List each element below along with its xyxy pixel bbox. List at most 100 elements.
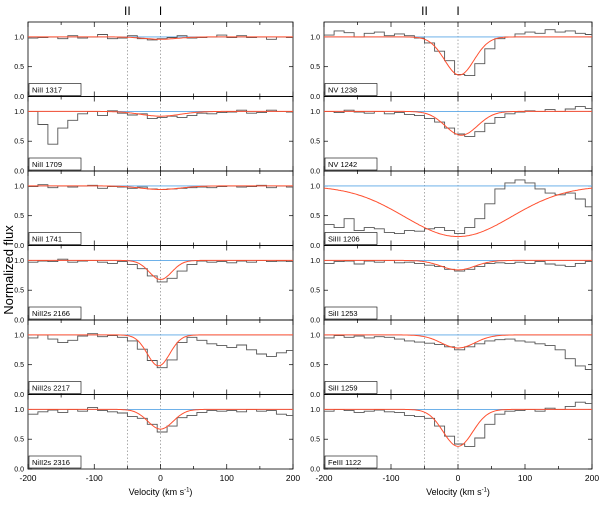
right-xtick-label: 200 xyxy=(585,473,599,483)
right-panel-5-ion-label: FeIII 1122 xyxy=(328,458,361,467)
plots-layer: 0.0 0.5 1.0 NiII 1317 0.0 0.5 1.0 NiII 1709 0.0 0… xyxy=(14,4,599,497)
right-panel-3-label-box xyxy=(324,306,378,320)
left-panel-1-ytick-label: 0.5 xyxy=(14,139,24,146)
left-panel-0-ytick-label: 1.0 xyxy=(14,34,24,41)
right-panel-4-ytick-label: 0.0 xyxy=(310,392,320,399)
left-panel-1-ytick-label: 0.0 xyxy=(14,169,24,176)
left-panel-1-ion-label: NiII 1709 xyxy=(32,160,62,169)
left-panel-5-ion-label: NiII2s 2316 xyxy=(32,458,70,467)
left-xtick-label: 100 xyxy=(220,473,234,483)
left-panel-1-model-fit xyxy=(28,110,293,117)
right-panel-2-ytick-label: 1.0 xyxy=(310,183,320,190)
left-panel-1-data-spectrum xyxy=(28,109,293,145)
left-panel-1-label-box xyxy=(28,157,82,171)
left-panel-4-ytick-label: 0.5 xyxy=(14,362,24,369)
right-panel-0-ytick-label: 1.0 xyxy=(310,34,320,41)
left-panel-4-ion-label: NiII2s 2217 xyxy=(32,384,70,393)
right-panel-1-ytick-label: 0.0 xyxy=(310,169,320,176)
left-panel-1-ytick-label: 1.0 xyxy=(14,109,24,116)
left-xtick-label: -200 xyxy=(19,473,36,483)
right-panel-3-ytick-label: 0.5 xyxy=(310,288,320,295)
left-xtick-label: 200 xyxy=(286,473,300,483)
right-component-label-0: II xyxy=(421,4,428,18)
right-panel-0-data-spectrum xyxy=(324,29,592,77)
left-panel-2-ytick-label: 0.5 xyxy=(14,213,24,220)
right-panel-2-data-spectrum xyxy=(324,179,592,235)
right-panel-4-label-box xyxy=(324,381,378,394)
left-panel-3-ytick-label: 0.5 xyxy=(14,288,24,295)
right-panel-2-model-fit xyxy=(323,187,593,238)
left-component-label-0: II xyxy=(124,4,131,18)
left-panel-3-ytick-label: 0.0 xyxy=(14,318,24,325)
left-panel-0-data-spectrum xyxy=(28,34,293,41)
left-panel-3-ion-label: NiII2s 2166 xyxy=(32,309,70,318)
right-panel-1-ytick-label: 0.5 xyxy=(310,139,320,146)
right-panel-0-label-box xyxy=(324,83,378,96)
left-panel-2-ion-label: NiII 1741 xyxy=(32,235,62,244)
left-panel-2-label-box xyxy=(28,232,82,245)
right-panel-0-ytick-label: 0.0 xyxy=(310,94,320,101)
left-panel-2-ytick-label: 0.0 xyxy=(14,243,24,250)
right-panel-4-ytick-label: 1.0 xyxy=(310,332,320,339)
left-panel-4-label-box xyxy=(28,381,82,394)
right-panel-4-ion-label: SiII 1259 xyxy=(328,384,358,393)
left-xtick-label: 0 xyxy=(158,473,163,483)
right-panel-3-ytick-label: 1.0 xyxy=(310,258,320,265)
right-panel-0-ytick-label: 0.5 xyxy=(310,64,320,71)
left-panel-0-ytick-label: 0.5 xyxy=(14,64,24,71)
right-panel-3-ytick-label: 0.0 xyxy=(310,318,320,325)
left-xtick-label: -100 xyxy=(86,473,103,483)
right-panel-1-ion-label: NV 1242 xyxy=(328,160,357,169)
right-xtick-label: -200 xyxy=(315,473,332,483)
right-panel-4-data-spectrum xyxy=(324,335,592,370)
y-axis-label: Normalized flux xyxy=(1,225,16,315)
left-panel-3-model-fit xyxy=(28,259,293,281)
left-panel-4-ytick-label: 0.0 xyxy=(14,392,24,399)
left-panel-0-ion-label: NiII 1317 xyxy=(32,86,62,95)
right-panel-2-ytick-label: 0.0 xyxy=(310,243,320,250)
left-panel-3-ytick-label: 1.0 xyxy=(14,258,24,265)
right-panel-5-data-spectrum xyxy=(324,401,592,447)
right-x-axis-label: Velocity (km s-1) xyxy=(426,487,490,497)
right-panel-3-data-spectrum xyxy=(324,259,592,272)
left-panel-3-label-box xyxy=(28,306,82,320)
right-panel-3-model-fit xyxy=(324,259,592,271)
right-panel-2-label-box xyxy=(324,232,378,245)
right-panel-2-ytick-label: 0.5 xyxy=(310,213,320,220)
right-panel-5-model-fit xyxy=(324,408,592,447)
left-panel-0-model-fit xyxy=(28,36,293,40)
right-xtick-label: 0 xyxy=(456,473,461,483)
right-panel-4-model-fit xyxy=(324,334,592,349)
left-panel-5-model-fit xyxy=(28,408,293,430)
left-panel-4-model-fit xyxy=(28,334,293,367)
right-panel-0-ion-label: NV 1238 xyxy=(328,86,357,95)
right-panel-2-ion-label: SiIII 1206 xyxy=(328,235,360,244)
left-panel-5-ytick-label: 1.0 xyxy=(14,407,24,414)
right-panel-5-ytick-label: 1.0 xyxy=(310,407,320,414)
left-panel-4-data-spectrum xyxy=(28,333,293,369)
right-panel-1-label-box xyxy=(324,157,378,171)
left-panel-2-ytick-label: 1.0 xyxy=(14,183,24,190)
left-panel-0-label-box xyxy=(28,83,82,96)
right-panel-5-ytick-label: 0.5 xyxy=(310,437,320,444)
left-panel-5-label-box xyxy=(28,455,82,469)
right-component-label-1: I xyxy=(456,4,459,18)
left-panel-3-data-spectrum xyxy=(28,258,293,283)
right-panel-0-model-fit xyxy=(324,36,592,76)
right-xtick-label: 100 xyxy=(518,473,532,483)
left-component-label-1: I xyxy=(159,4,162,18)
left-panel-0-ytick-label: 0.0 xyxy=(14,94,24,101)
right-panel-3-ion-label: SiII 1253 xyxy=(328,309,358,318)
left-panel-5-ytick-label: 0.5 xyxy=(14,437,24,444)
right-panel-5-ytick-label: 0.0 xyxy=(310,467,320,474)
left-panel-4-ytick-label: 1.0 xyxy=(14,332,24,339)
left-panel-2-model-fit xyxy=(28,185,293,190)
left-x-axis-label: Velocity (km s-1) xyxy=(129,487,193,497)
right-panel-1-ytick-label: 1.0 xyxy=(310,109,320,116)
right-panel-5-label-box xyxy=(324,455,378,469)
right-panel-1-model-fit xyxy=(324,110,592,136)
right-panel-4-ytick-label: 0.5 xyxy=(310,362,320,369)
right-xtick-label: -100 xyxy=(382,473,399,483)
right-panel-1-data-spectrum xyxy=(324,106,592,137)
